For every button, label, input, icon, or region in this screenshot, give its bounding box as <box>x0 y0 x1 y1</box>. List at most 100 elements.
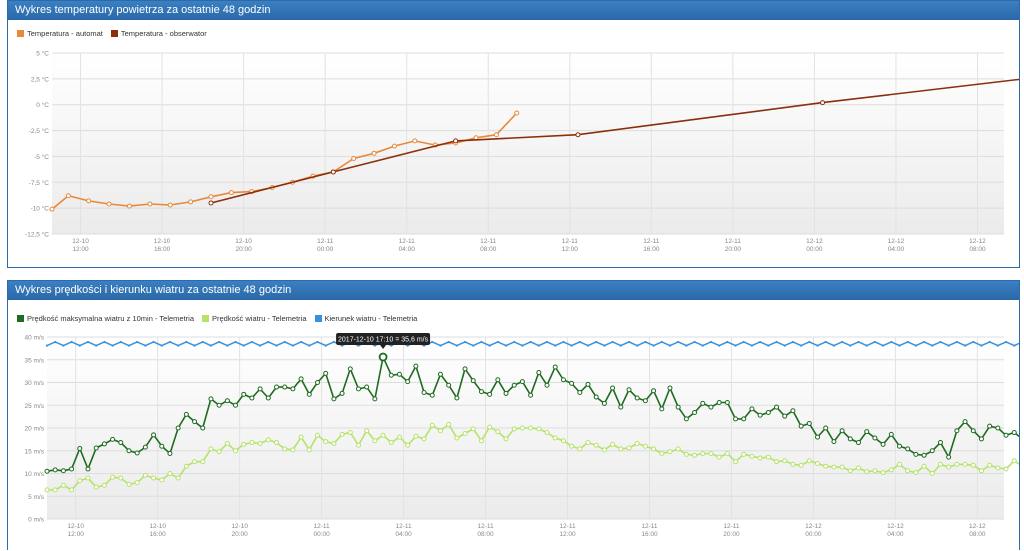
data-point <box>340 344 344 347</box>
data-point <box>750 344 754 347</box>
data-point <box>585 381 591 387</box>
x-tick-label: 20:00 <box>725 246 742 253</box>
data-point <box>454 435 460 441</box>
data-point <box>373 344 376 347</box>
x-tick-label: 12-11 <box>477 523 494 530</box>
data-point <box>954 461 960 467</box>
data-point <box>111 344 114 347</box>
legend-item-wind-speed[interactable]: Prędkość wiatru - Telemetria <box>202 314 307 323</box>
data-point <box>790 461 796 467</box>
data-point <box>864 469 870 475</box>
data-point <box>103 340 106 344</box>
data-point <box>330 169 336 175</box>
data-point <box>265 395 271 401</box>
x-tick-label: 00:00 <box>805 531 822 538</box>
data-point <box>144 344 147 347</box>
data-point <box>619 344 622 347</box>
data-point <box>857 340 860 344</box>
data-point <box>453 138 459 144</box>
data-point <box>906 340 909 344</box>
data-point <box>1003 466 1009 472</box>
data-point <box>446 421 452 427</box>
data-point <box>54 340 57 344</box>
data-point <box>888 431 894 437</box>
data-point <box>896 443 902 449</box>
data-point <box>749 453 755 459</box>
legend-item-automat[interactable]: Temperatura - automat <box>17 29 103 38</box>
data-point <box>636 344 639 347</box>
data-point <box>185 340 188 344</box>
data-point <box>388 372 394 378</box>
plot-area <box>52 53 1004 234</box>
data-point <box>339 390 345 396</box>
data-point <box>651 388 657 394</box>
data-point <box>233 448 239 454</box>
data-point <box>798 462 804 468</box>
data-point <box>595 340 598 344</box>
data-point <box>62 344 65 347</box>
data-point <box>364 428 370 434</box>
data-point <box>208 200 214 206</box>
data-point <box>634 395 640 401</box>
x-tick-label: 12-12 <box>969 523 986 530</box>
legend-item-max-wind[interactable]: Prędkość maksymalna wiatru z 10min - Tel… <box>17 314 194 323</box>
data-point <box>675 404 681 410</box>
data-point <box>152 340 155 344</box>
data-point <box>49 206 55 212</box>
data-point <box>45 344 49 347</box>
data-point <box>987 423 993 429</box>
legend-label: Kierunek wiatru - Telemetria <box>324 313 418 323</box>
data-point <box>183 411 189 417</box>
data-point <box>765 454 771 460</box>
data-point <box>216 402 222 408</box>
data-point <box>708 404 714 410</box>
y-tick-label: 15 m/s <box>24 448 44 455</box>
data-point <box>167 471 173 476</box>
data-point <box>873 340 876 344</box>
data-point <box>324 344 327 347</box>
data-point <box>118 440 124 446</box>
data-point <box>249 440 255 446</box>
data-point <box>816 344 819 347</box>
x-tick-label: 12-10 <box>154 238 171 245</box>
data-point <box>634 440 640 446</box>
data-point <box>1003 432 1009 438</box>
data-point <box>642 398 648 404</box>
data-point <box>808 340 811 344</box>
x-tick-label: 08:00 <box>969 246 986 253</box>
data-point <box>493 132 499 138</box>
data-point <box>308 344 311 347</box>
data-point <box>422 344 426 347</box>
data-point <box>913 451 919 457</box>
data-point <box>455 344 458 347</box>
data-point <box>454 395 460 401</box>
data-point <box>267 340 270 344</box>
data-point <box>372 438 378 444</box>
data-point <box>478 438 484 444</box>
x-tick-label: 12:00 <box>68 531 85 538</box>
swatch-icon <box>314 314 322 322</box>
legend-item-wind-direction[interactable]: Kierunek wiatru - Telemetria <box>314 313 418 323</box>
data-point <box>167 450 173 456</box>
data-point <box>888 467 894 473</box>
data-point <box>872 435 878 441</box>
data-point <box>1013 344 1016 347</box>
data-point <box>437 371 443 377</box>
y-tick-label: 30 m/s <box>24 380 44 387</box>
y-tick-label: 0 °C <box>36 101 49 109</box>
data-point <box>839 428 845 434</box>
data-point <box>921 452 927 458</box>
highlighted-point <box>378 352 388 362</box>
data-point <box>52 467 58 473</box>
data-point <box>192 419 198 425</box>
x-tick-label: 12-10 <box>149 523 166 530</box>
data-point <box>306 447 312 453</box>
data-point <box>701 344 704 347</box>
legend-item-obserwator[interactable]: Temperatura - obserwator <box>110 29 207 38</box>
series-line <box>46 341 1019 347</box>
data-point <box>987 462 993 468</box>
data-point <box>545 340 549 344</box>
data-point <box>69 487 75 493</box>
y-tick-label: 25 m/s <box>24 403 44 410</box>
data-point <box>724 400 730 406</box>
